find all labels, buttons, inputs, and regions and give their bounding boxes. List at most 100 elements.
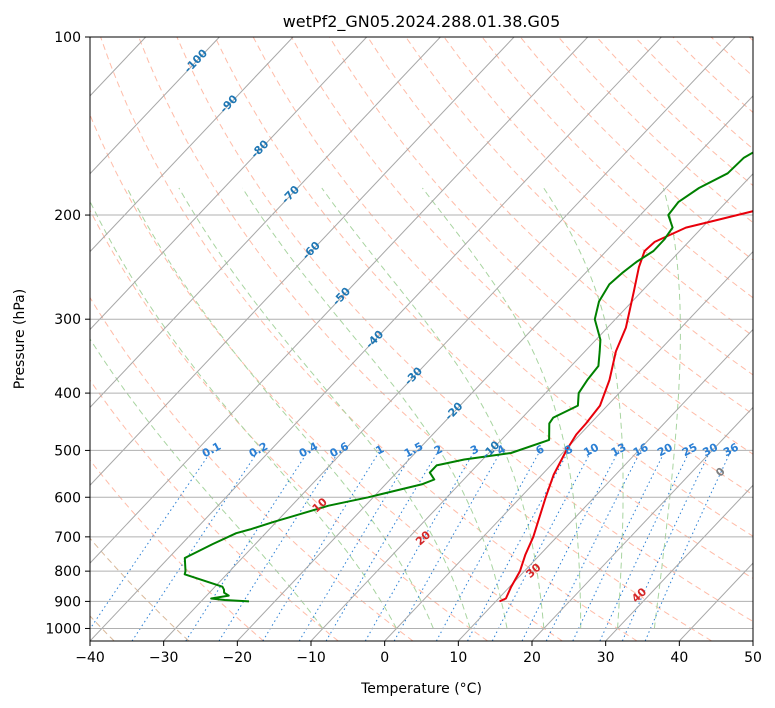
dry-adiabat-line — [519, 37, 753, 261]
moist-adiabat-line — [241, 187, 508, 629]
x-tick-label: 10 — [449, 650, 467, 666]
mixing-ratio-label: 16 — [631, 440, 651, 459]
dry-adiabat-line — [252, 37, 753, 537]
mixing-ratio-label: 0.6 — [328, 440, 352, 461]
theta-label: 30 — [523, 561, 543, 581]
mixing-ratio-line — [572, 450, 666, 641]
isobar-gridlines — [90, 37, 753, 629]
x-tick-label: 50 — [744, 650, 762, 666]
dry-adiabat-line — [90, 379, 339, 641]
isotherm-line — [678, 562, 753, 641]
dry-adiabat-line — [290, 37, 753, 496]
chart-background-lines — [0, 37, 753, 641]
x-tick-label: −10 — [296, 650, 326, 666]
theta-label: 40 — [629, 585, 649, 605]
y-tick-label: 600 — [54, 490, 81, 506]
mixing-ratio-label: 30 — [700, 440, 720, 459]
isotherm-line — [90, 37, 220, 175]
mixing-ratio-line — [599, 450, 691, 641]
x-tick-label: −30 — [149, 650, 179, 666]
dry-adiabat-line — [90, 209, 488, 641]
mixing-ratio-label: 1.5 — [402, 440, 425, 461]
x-axis-ticks: −40 −30 −20 −10 0 10 20 30 40 50 — [75, 641, 762, 666]
y-axis-label: Pressure (hPa) — [12, 289, 28, 389]
moist-adiabats — [90, 187, 681, 629]
x-tick-label: 0 — [380, 650, 389, 666]
mixing-ratio-lines — [90, 450, 732, 641]
mixing-ratio-line — [435, 450, 541, 641]
dry-adiabat-line — [90, 113, 563, 641]
isotherm-line — [90, 37, 441, 409]
y-tick-label: 1000 — [45, 621, 81, 637]
dry-adiabat-line — [90, 296, 414, 641]
mixing-ratio-line — [262, 450, 381, 641]
x-tick-label: 30 — [597, 650, 615, 666]
mixing-ratio-label: 6 — [534, 442, 547, 457]
theta-label: 20 — [413, 528, 433, 548]
mixing-ratio-label: 0.2 — [247, 440, 270, 461]
mixing-ratio-line — [325, 450, 440, 641]
isotherm-line — [90, 37, 515, 486]
dry-adiabat-line — [100, 37, 638, 641]
dry-adiabat-line — [90, 537, 190, 641]
y-tick-label: 900 — [54, 594, 81, 610]
mixing-ratio-label: 36 — [721, 440, 741, 459]
y-tick-label: 800 — [54, 564, 81, 580]
mixing-ratio-label: 25 — [680, 441, 700, 460]
moist-adiabat-line — [543, 187, 624, 629]
dry-adiabat-line — [138, 37, 712, 641]
mixing-ratio-label: 13 — [609, 441, 629, 460]
dry-adiabat-line — [672, 37, 753, 114]
mixing-ratio-line — [467, 450, 570, 641]
isotherm-line — [90, 37, 662, 641]
dry-adiabat-line — [596, 37, 753, 187]
y-axis-ticks: 100 200 300 400 500 600 700 800 900 1000 — [45, 30, 90, 637]
y-tick-label: 400 — [54, 386, 81, 402]
isotherm-line — [0, 37, 72, 641]
y-tick-label: 500 — [54, 443, 81, 459]
mixing-ratio-line — [218, 450, 340, 641]
mixing-ratio-label: 0.4 — [297, 440, 321, 461]
mixing-ratio-label: 10 — [581, 440, 601, 459]
x-tick-label: 40 — [670, 650, 688, 666]
dry-adiabat-line — [710, 37, 753, 77]
mixing-ratio-line — [90, 450, 213, 630]
isotherm-line — [384, 250, 753, 641]
x-tick-label: −20 — [223, 650, 253, 666]
skewed-isotherms — [0, 37, 753, 641]
isotherm-line — [605, 484, 753, 641]
sounding-traces — [183, 151, 753, 603]
y-tick-label: 300 — [54, 312, 81, 328]
isotherm-line — [90, 37, 368, 331]
isotherm-line — [90, 37, 294, 253]
dry-adiabat-line — [405, 37, 753, 376]
x-tick-label: −40 — [75, 650, 105, 666]
mixing-ratio-line — [131, 450, 260, 641]
dry-adiabat-line — [176, 37, 753, 623]
isotherm-line — [457, 328, 753, 641]
dry-adiabats — [90, 37, 753, 641]
y-tick-label: 700 — [54, 530, 81, 546]
chart-title: wetPf2_GN05.2024.288.01.38.G05 — [283, 12, 561, 32]
plot-frame — [89, 36, 754, 642]
moist-adiabat-line — [126, 187, 434, 629]
moist-adiabat-line — [422, 187, 582, 629]
dry-adiabat-line — [481, 37, 753, 299]
isotherm-line — [531, 406, 753, 641]
temperature-trace — [499, 210, 753, 603]
dry-adiabat-line — [214, 37, 753, 579]
dry-adiabat-line — [329, 37, 753, 455]
dry-adiabat-line — [634, 37, 753, 150]
mixing-ratio-line — [644, 450, 732, 641]
mixing-ratio-line — [621, 450, 711, 641]
moist-adiabat-line — [178, 187, 471, 629]
zero-label: 0 — [713, 465, 728, 480]
mixing-ratio-line — [545, 450, 642, 641]
y-tick-label: 200 — [54, 208, 81, 224]
isotherm-line — [90, 37, 589, 564]
dry-adiabat-line — [90, 459, 264, 641]
dewpoint-trace — [183, 151, 753, 603]
moist-adiabat-line — [90, 338, 324, 629]
isotherm-line — [236, 95, 753, 641]
